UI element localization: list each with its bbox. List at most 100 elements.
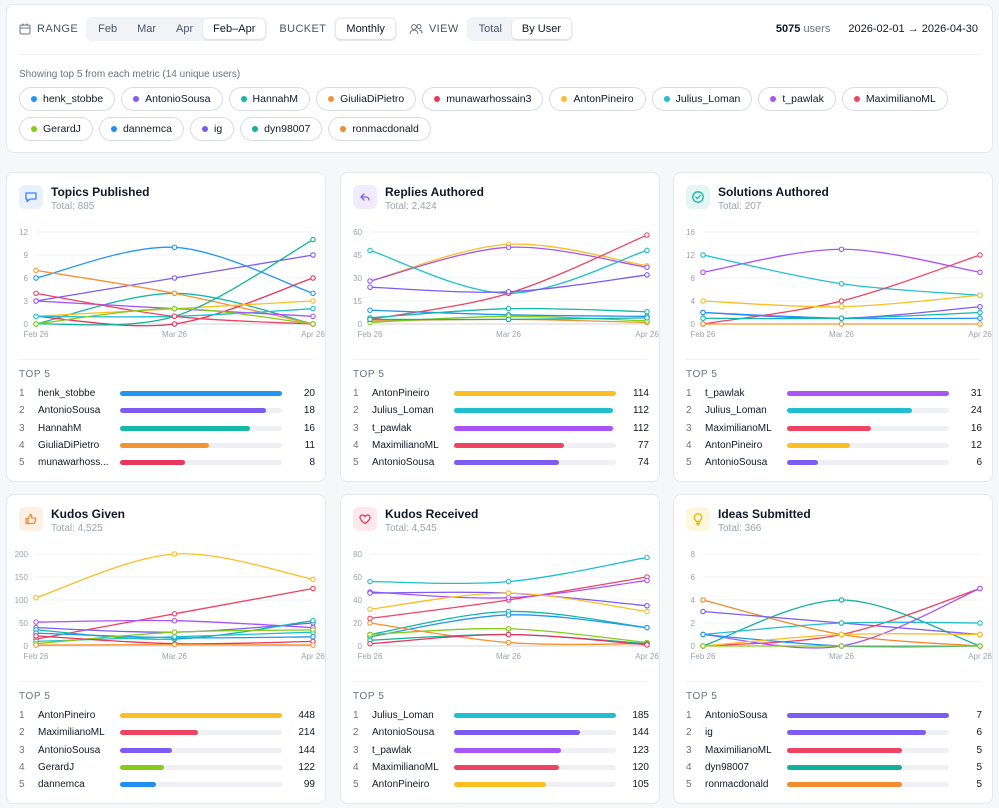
- top5-row[interactable]: 3 t_pawlak 112: [353, 420, 649, 437]
- card-header: Topics Published Total: 885: [19, 185, 149, 213]
- top5-row[interactable]: 3 MaximilianoML 5: [686, 742, 982, 759]
- user-chip[interactable]: HannahM: [228, 87, 311, 111]
- top5-row[interactable]: 1 Julius_Loman 185: [353, 707, 649, 724]
- y-tick-label: 20: [353, 619, 362, 628]
- user-chip[interactable]: dyn98007: [240, 117, 323, 141]
- data-point: [838, 246, 845, 252]
- view-option-1[interactable]: By User: [511, 19, 572, 39]
- user-name: dyn98007: [705, 762, 749, 774]
- data-point: [977, 631, 983, 638]
- y-tick-label: 0: [358, 642, 363, 651]
- data-point: [33, 619, 39, 625]
- top5-row[interactable]: 3 AntonioSousa 144: [19, 742, 315, 759]
- range-option-1[interactable]: Mar: [137, 23, 157, 35]
- range-segmented-control: Feb Mar Apr Feb–Apr: [86, 17, 268, 41]
- top5-row[interactable]: 4 AntonPineiro 12: [686, 437, 982, 454]
- top5-row[interactable]: 4 MaximilianoML 77: [353, 437, 649, 454]
- view-option-0[interactable]: Total: [478, 23, 502, 35]
- top5-row[interactable]: 5 dannemca 99: [19, 776, 315, 793]
- top5-row[interactable]: 2 AntonioSousa 144: [353, 724, 649, 741]
- user-chip[interactable]: GerardJ: [19, 117, 93, 141]
- card-title-group: Ideas Submitted Total: 366: [718, 507, 811, 535]
- bucket-control-label: BUCKET: [279, 23, 326, 35]
- data-point: [505, 631, 512, 638]
- card-total: Total: 4,545: [385, 523, 437, 534]
- data-point: [310, 305, 316, 312]
- data-point: [505, 305, 512, 312]
- top5-list: 1 AntonioSousa 7 2 ig 6 3 MaximilianoML 5 4 dyn980…: [686, 707, 982, 793]
- user-chip[interactable]: Julius_Loman: [651, 87, 753, 111]
- top5-row[interactable]: 1 henk_stobbe 20: [19, 385, 315, 402]
- metric-value: 122: [298, 762, 315, 774]
- user-color-dot: [31, 126, 37, 132]
- user-chip-label: dyn98007: [264, 123, 311, 135]
- top5-row[interactable]: 2 ig 6: [686, 724, 982, 741]
- range-option-3[interactable]: Feb–Apr: [203, 19, 266, 39]
- value-bar-fill: [454, 713, 616, 719]
- range-option-2[interactable]: Apr: [176, 23, 194, 35]
- user-chip[interactable]: t_pawlak: [758, 87, 836, 111]
- top5-row[interactable]: 2 Julius_Loman 112: [353, 402, 649, 419]
- top5-row[interactable]: 5 AntonioSousa 74: [353, 454, 649, 471]
- x-tick-label: Feb 26: [691, 652, 716, 661]
- metric-value: 31: [970, 388, 982, 400]
- card-icon-box: [19, 507, 43, 531]
- line-chart: 0 3 6 9 12 Feb 26 Mar 26 Apr 26: [19, 228, 325, 339]
- card-title-group: Kudos Received Total: 4,545: [385, 507, 478, 535]
- y-tick-label: 12: [19, 228, 28, 237]
- user-chip[interactable]: MaximilianoML: [841, 87, 948, 111]
- data-point: [977, 304, 983, 310]
- value-bar-track: [120, 713, 282, 719]
- bucket-option-monthly[interactable]: Monthly: [336, 19, 395, 39]
- top5-row[interactable]: 5 AntonioSousa 6: [686, 454, 982, 471]
- top5-row[interactable]: 2 MaximilianoML 214: [19, 724, 315, 741]
- user-name: Julius_Loman: [705, 405, 767, 417]
- rank: 2: [686, 727, 692, 739]
- top5-row[interactable]: 4 dyn98007 5: [686, 759, 982, 776]
- user-chip[interactable]: AntonioSousa: [121, 87, 223, 111]
- user-color-dot: [663, 96, 670, 102]
- user-chip[interactable]: henk_stobbe: [19, 87, 116, 111]
- top5-row[interactable]: 5 AntonPineiro 105: [353, 776, 649, 793]
- top5-row[interactable]: 1 AntonPineiro 114: [353, 385, 649, 402]
- user-chip[interactable]: GiuliaDiPietro: [316, 87, 417, 111]
- top5-row[interactable]: 3 MaximilianoML 16: [686, 420, 982, 437]
- user-chip[interactable]: ig: [189, 117, 235, 141]
- top5-row[interactable]: 5 munawarhoss... 8: [19, 454, 315, 471]
- data-point: [171, 634, 178, 640]
- user-color-dot: [201, 126, 208, 132]
- data-point: [700, 252, 706, 258]
- value-bar-fill: [454, 391, 616, 397]
- top5-row[interactable]: 3 HannahM 16: [19, 420, 315, 437]
- value-bar-track: [787, 425, 949, 431]
- user-chip[interactable]: AntonPineiro: [549, 87, 646, 111]
- top5-row[interactable]: 1 AntonPineiro 448: [19, 707, 315, 724]
- top5-row[interactable]: 4 MaximilianoML 120: [353, 759, 649, 776]
- data-point: [310, 642, 316, 648]
- y-tick-label: 8: [691, 550, 696, 559]
- value-bar-fill: [454, 443, 565, 449]
- user-chip[interactable]: munawarhossain3: [422, 87, 544, 111]
- value-bar-fill: [787, 408, 912, 414]
- value-bar-track: [120, 782, 282, 788]
- card-icon-box: [686, 507, 710, 531]
- top5-row[interactable]: 2 Julius_Loman 24: [686, 402, 982, 419]
- user-chip[interactable]: ronmacdonald: [328, 117, 431, 141]
- top5-row[interactable]: 5 ronmacdonald 5: [686, 776, 982, 793]
- data-point: [700, 298, 706, 304]
- y-tick-label: 6: [24, 274, 29, 283]
- bucket-select: Monthly: [334, 17, 397, 41]
- top5-row[interactable]: 3 t_pawlak 123: [353, 742, 649, 759]
- user-name: AntonioSousa: [38, 744, 101, 756]
- value-bar-track: [120, 747, 282, 753]
- top5-row[interactable]: 1 t_pawlak 31: [686, 385, 982, 402]
- top5-row[interactable]: 4 GerardJ 122: [19, 759, 315, 776]
- data-point: [644, 608, 650, 615]
- value-bar-track: [787, 443, 949, 449]
- range-option-0[interactable]: Feb: [98, 23, 118, 35]
- user-chip[interactable]: dannemca: [98, 117, 184, 141]
- user-name: t_pawlak: [372, 744, 412, 756]
- top5-row[interactable]: 1 AntonioSousa 7: [686, 707, 982, 724]
- top5-row[interactable]: 4 GiuliaDiPietro 11: [19, 437, 315, 454]
- top5-row[interactable]: 2 AntonioSousa 18: [19, 402, 315, 419]
